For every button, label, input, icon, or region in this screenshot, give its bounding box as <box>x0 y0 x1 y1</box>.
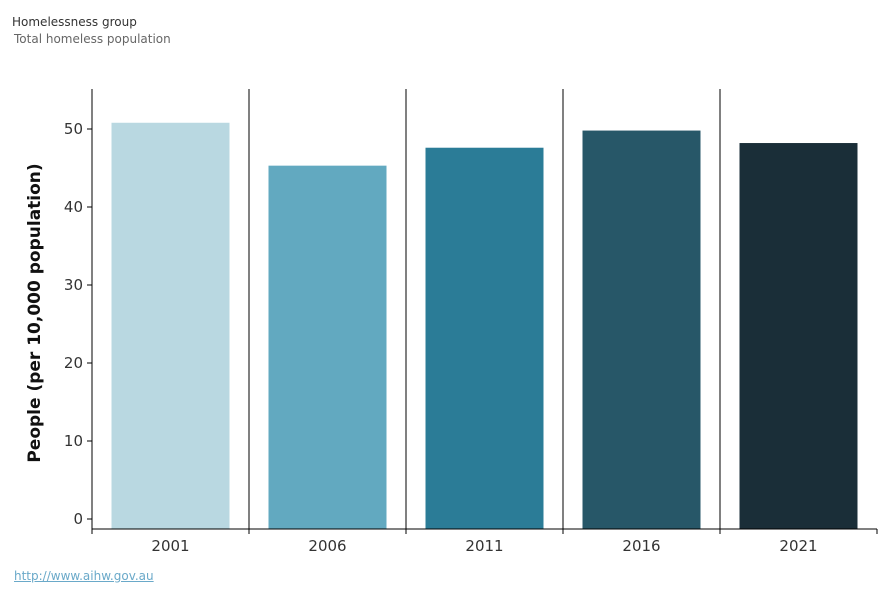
y-tick-label: 0 <box>73 510 83 528</box>
bar-2021 <box>739 143 858 530</box>
x-tick-label: 2016 <box>622 537 660 555</box>
x-tick-label: 2006 <box>308 537 346 555</box>
y-tick-label: 10 <box>64 432 83 450</box>
bar-2006 <box>268 165 387 529</box>
y-tick-label: 30 <box>64 276 83 294</box>
chart-header: Homelessness group Total homeless popula… <box>12 14 171 47</box>
x-tick-label: 2011 <box>465 537 503 555</box>
source-link[interactable]: http://www.aihw.gov.au <box>14 569 154 583</box>
chart-title: Homelessness group <box>12 15 137 29</box>
x-tick-label: 2021 <box>779 537 817 555</box>
x-tick-label: 2001 <box>151 537 189 555</box>
bar-2001 <box>111 122 230 529</box>
y-tick-label: 40 <box>64 198 83 216</box>
bar-2011 <box>425 147 544 529</box>
chart-subtitle: Total homeless population <box>14 32 171 46</box>
y-tick-label: 50 <box>64 120 83 138</box>
y-axis-title: People (per 10,000 population) <box>25 163 45 462</box>
bar-2016 <box>582 130 701 529</box>
y-tick-label: 20 <box>64 354 83 372</box>
